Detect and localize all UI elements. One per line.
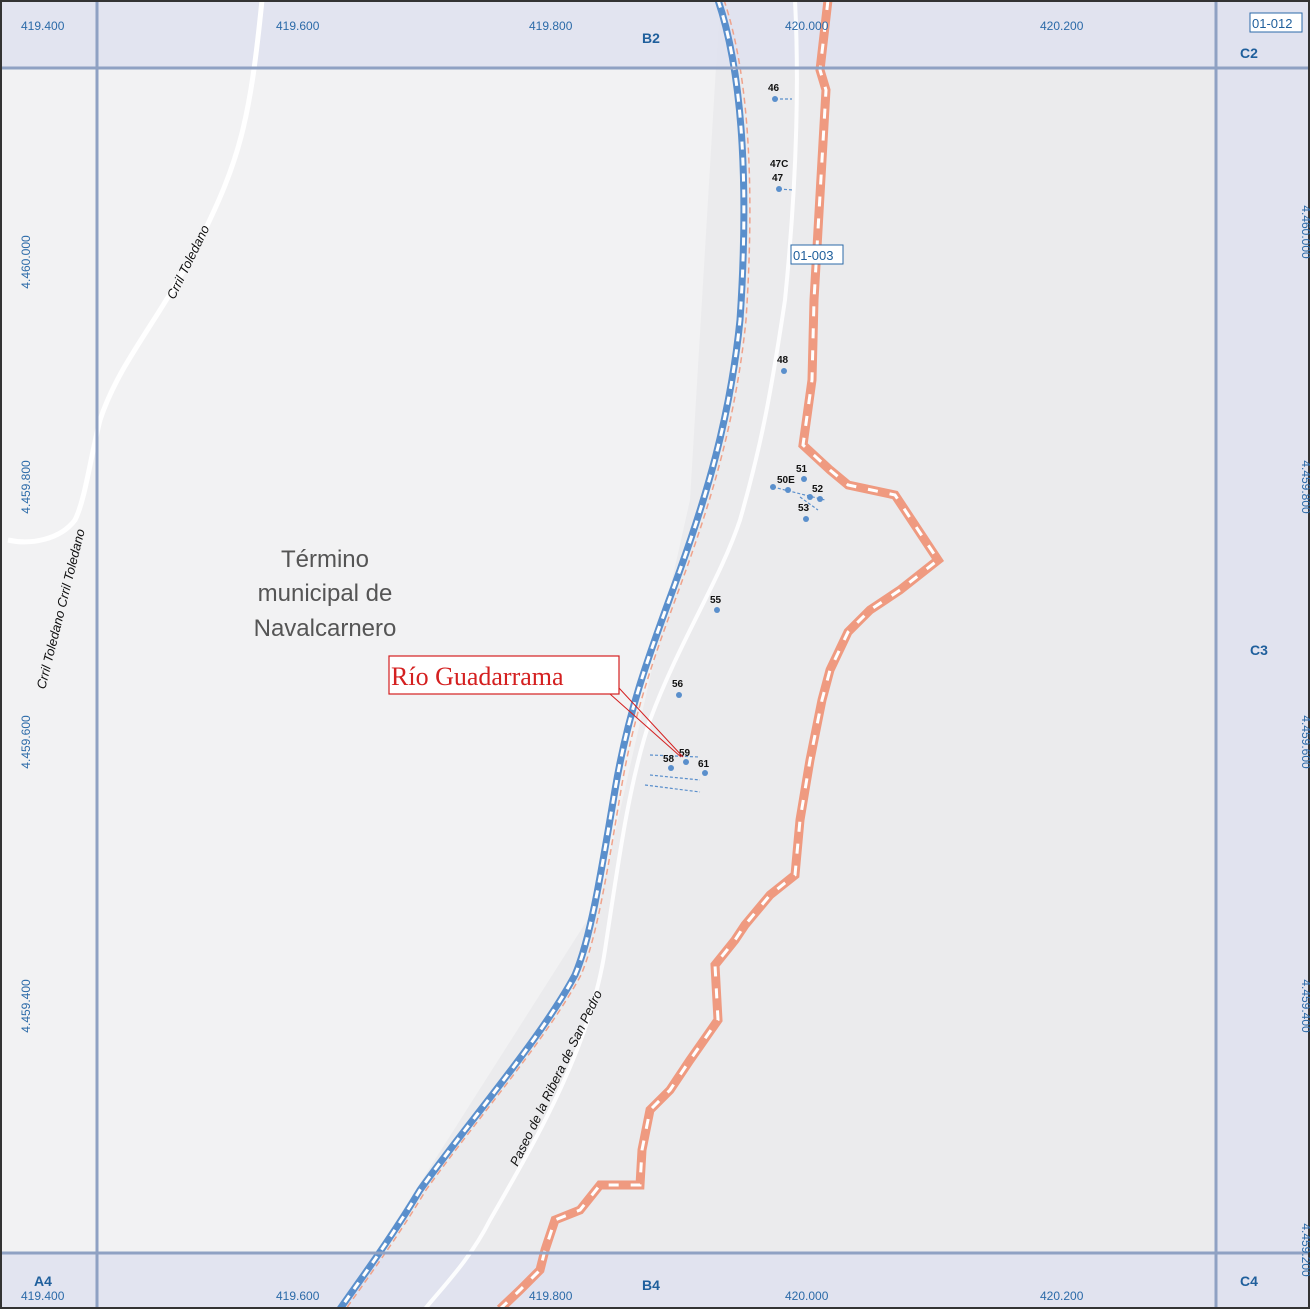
point-48-marker[interactable]	[781, 368, 787, 374]
cell-a4-label: A4	[34, 1273, 52, 1289]
point-46-marker[interactable]	[772, 96, 778, 102]
point-50e-b-marker[interactable]	[785, 487, 791, 493]
point-52-label: 52	[812, 484, 824, 495]
point-53-label: 53	[798, 503, 810, 514]
river-dash	[338, 0, 746, 1309]
cell-c4-label: C4	[1240, 1273, 1258, 1289]
x-coord-bottom-2: 419.600	[276, 1289, 320, 1303]
cell-b4-label: B4	[642, 1277, 660, 1293]
y-coord-left-1: 4.460.000	[19, 235, 33, 289]
river-edge	[345, 0, 751, 1309]
river-callout-line-2	[618, 687, 684, 758]
sheet-adjacent-label: 01-012	[1252, 16, 1292, 31]
bottom-band	[0, 1253, 1310, 1309]
point-55-marker[interactable]	[714, 607, 720, 613]
x-coord-bottom-1: 419.400	[21, 1289, 65, 1303]
point-46-label: 46	[768, 83, 780, 94]
river-label: Río Guadarrama	[391, 662, 564, 691]
point-51-label: 51	[796, 464, 808, 475]
point-51-marker[interactable]	[801, 476, 807, 482]
point-48-label: 48	[777, 355, 789, 366]
river-label-box[interactable]	[388, 655, 620, 695]
cell-b2-label: B2	[642, 30, 660, 46]
point-50e-marker[interactable]	[770, 484, 776, 490]
point-52-b-marker[interactable]	[817, 496, 823, 502]
point-58-label: 58	[663, 754, 675, 765]
road-paseo-ribera	[423, 0, 799, 1309]
point-47c-label: 47C	[770, 159, 788, 170]
point-55-label: 55	[710, 595, 722, 606]
point-61-marker[interactable]	[702, 770, 708, 776]
point-56-label: 56	[672, 679, 684, 690]
point-61-label: 61	[698, 759, 710, 770]
point-47-label: 47	[772, 173, 784, 184]
sheet-current-label: 01-003	[793, 248, 833, 263]
boundary-dash	[498, 0, 941, 1309]
road-crril-toledano	[7, 0, 265, 545]
y-coord-right-2: 4.459.800	[1299, 460, 1310, 514]
x-coord-top-4: 420.000	[785, 19, 829, 33]
municipality-line-1: Término	[281, 546, 369, 573]
x-coord-bottom-5: 420.200	[1040, 1289, 1084, 1303]
point-59-marker[interactable]	[683, 759, 689, 765]
x-coord-bottom-4: 420.000	[785, 1289, 829, 1303]
top-band	[0, 0, 1310, 68]
cell-c3-label: C3	[1250, 642, 1268, 658]
x-coord-bottom-3: 419.800	[529, 1289, 573, 1303]
river-callout-line	[609, 693, 682, 758]
right-band	[1216, 0, 1310, 1309]
municipality-line-3: Navalcarnero	[254, 615, 397, 642]
y-coord-left-3: 4.459.600	[19, 715, 33, 769]
municipality-line-2: municipal de	[258, 580, 393, 607]
sheet-adjacent-box[interactable]	[1249, 12, 1303, 33]
y-coord-right-1: 4.460.000	[1299, 205, 1310, 259]
point-56-marker[interactable]	[676, 692, 682, 698]
eastern-area	[340, 0, 1310, 1309]
sheet-current-box[interactable]	[790, 244, 844, 265]
point-47-marker[interactable]	[776, 186, 782, 192]
x-coord-top-3: 419.800	[529, 19, 573, 33]
x-coord-top-1: 419.400	[21, 19, 65, 33]
y-coord-left-2: 4.459.800	[19, 460, 33, 514]
cell-c2-label: C2	[1240, 45, 1258, 61]
point-59-label: 59	[679, 748, 691, 759]
y-coord-left-4: 4.459.400	[19, 979, 33, 1033]
x-coord-top-5: 420.200	[1040, 19, 1084, 33]
point-markers	[668, 96, 823, 776]
y-coord-right-4: 4.459.400	[1299, 979, 1310, 1033]
point-58-marker[interactable]	[668, 765, 674, 771]
point-50e-label: 50E	[777, 475, 795, 486]
y-coord-right-5: 4.459.200	[1299, 1223, 1310, 1277]
y-coord-right-3: 4.459.600	[1299, 715, 1310, 769]
x-coord-top-2: 419.600	[276, 19, 320, 33]
point-53-marker[interactable]	[803, 516, 809, 522]
point-52-marker[interactable]	[807, 494, 813, 500]
